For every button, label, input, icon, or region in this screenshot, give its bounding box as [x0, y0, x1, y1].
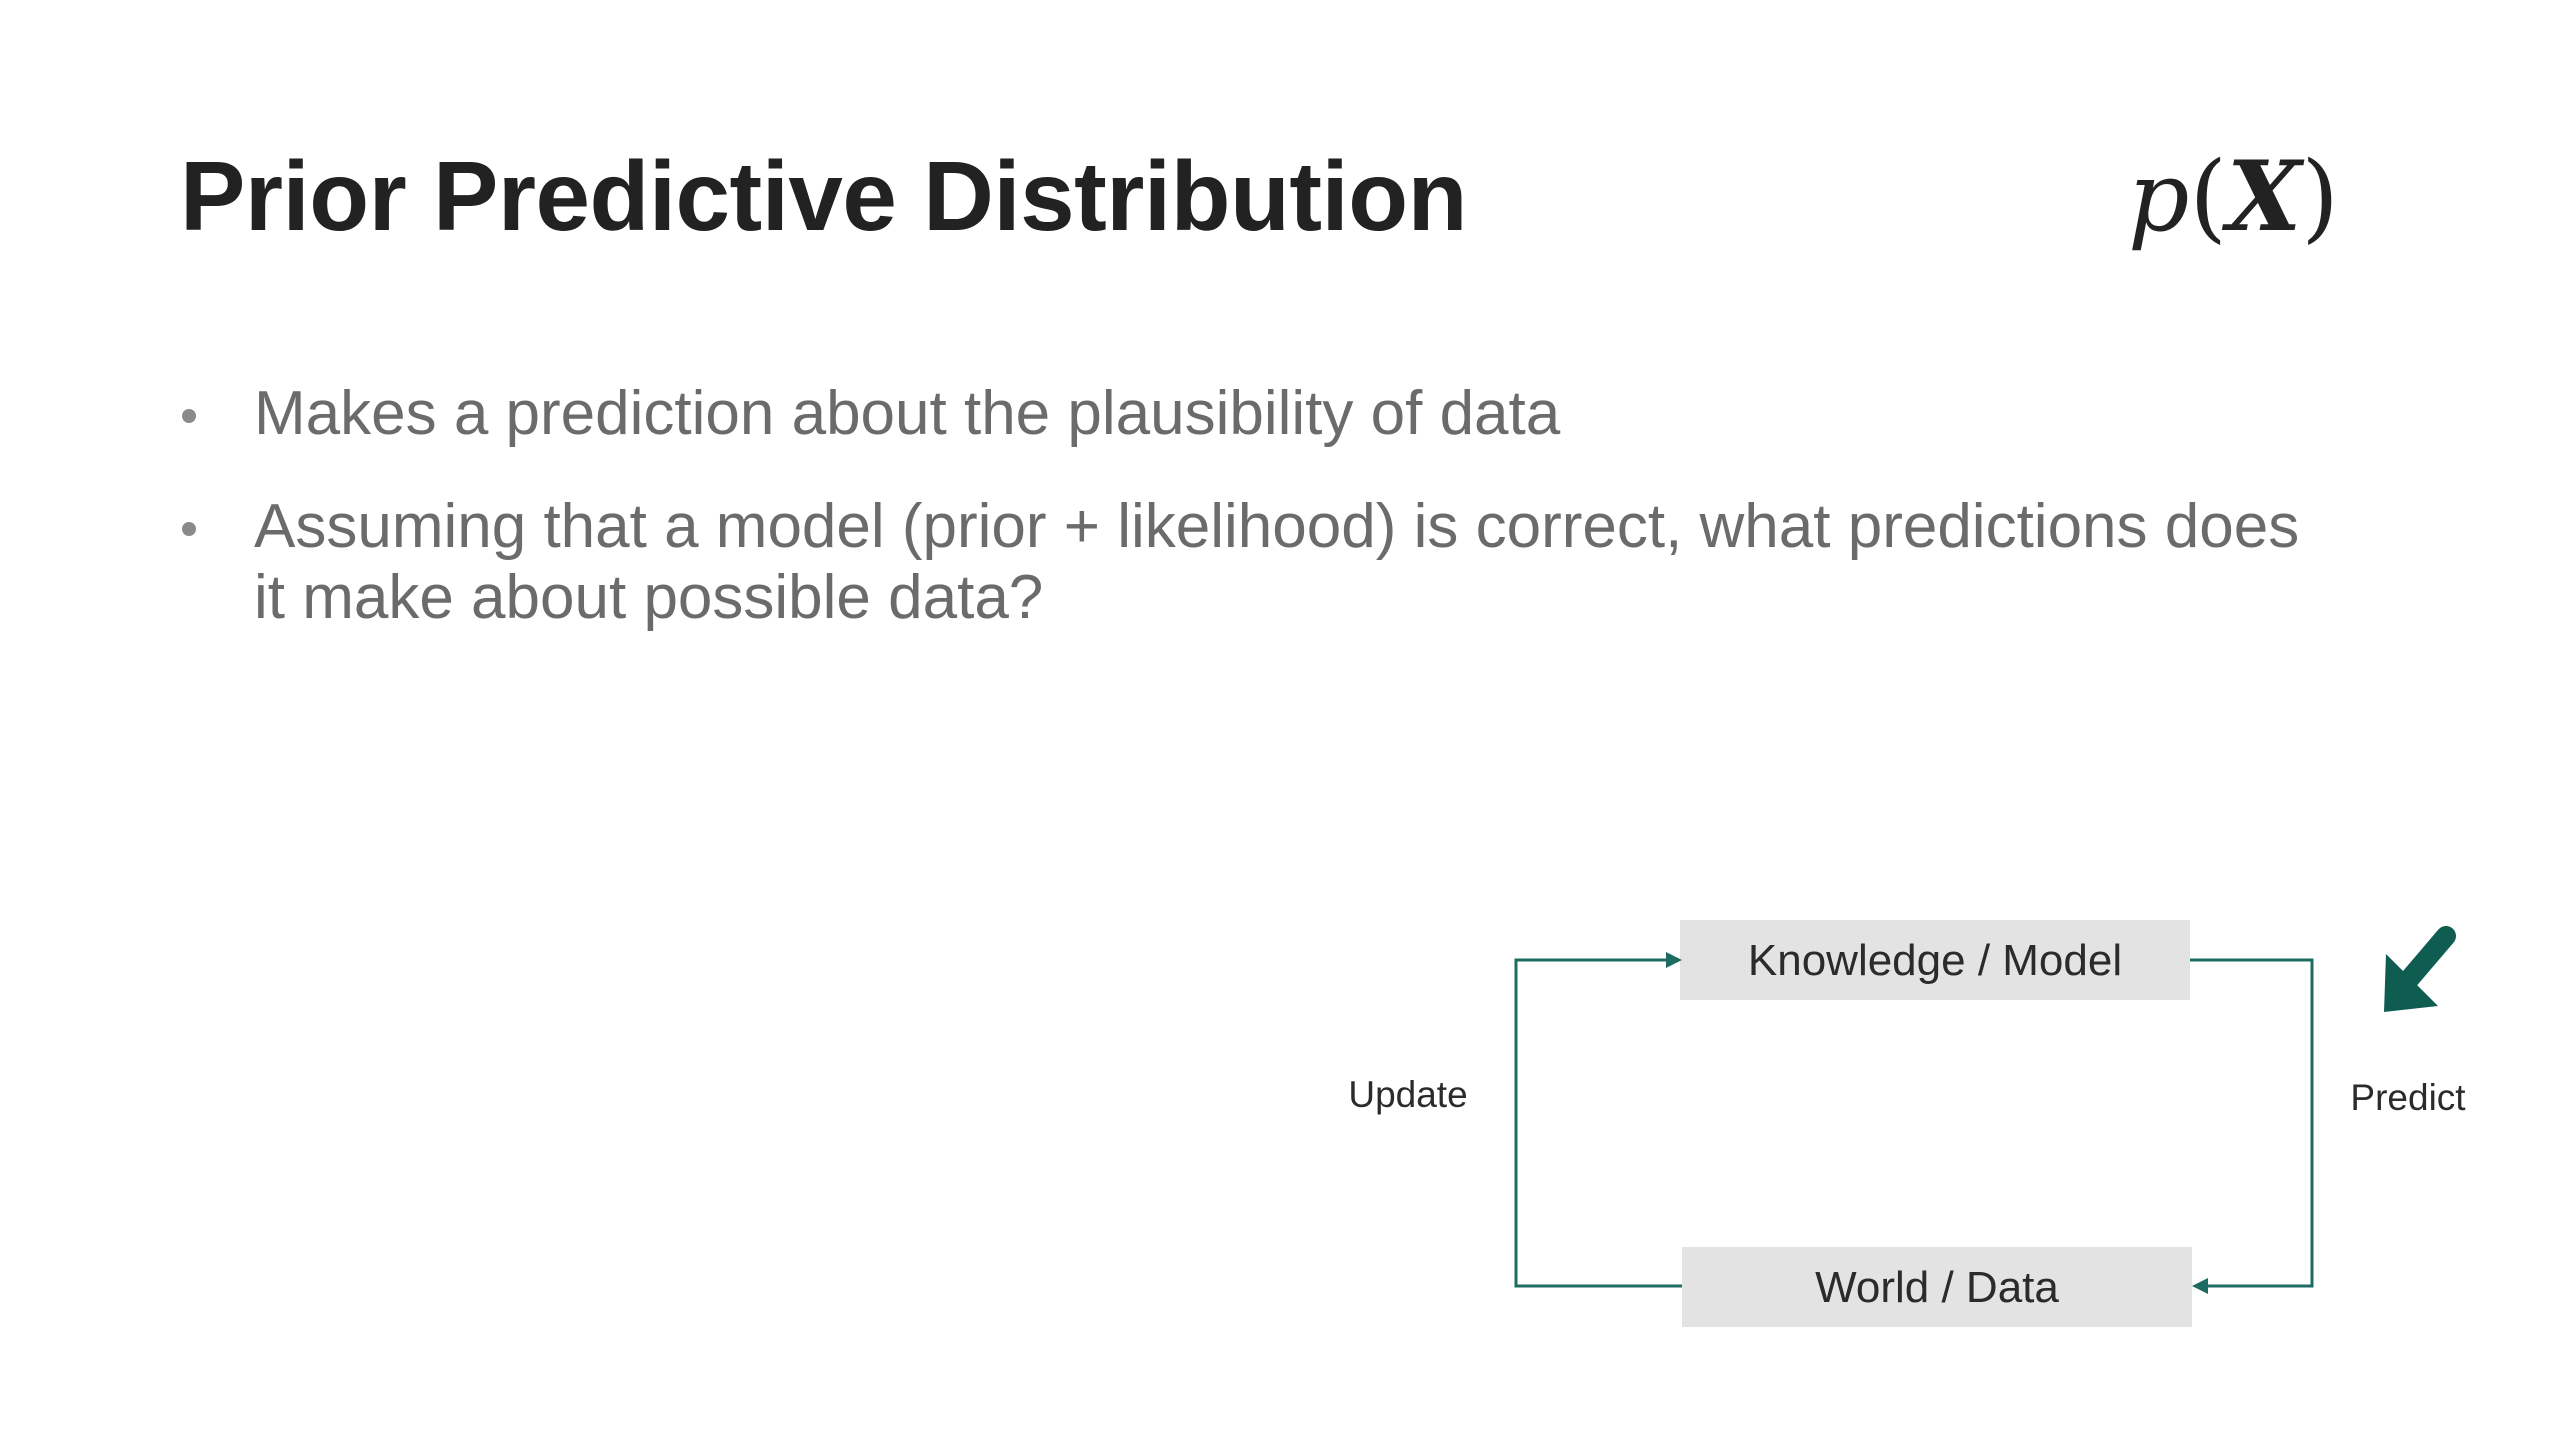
bullet-dot: [182, 522, 196, 536]
world-data-label: World / Data: [1815, 1263, 2059, 1312]
update-label: Update: [1348, 1074, 1467, 1115]
predict-arrow-head: [2192, 1278, 2208, 1294]
update-arrow-head: [1666, 952, 1682, 968]
formula-close-paren: ): [2301, 141, 2339, 253]
bullet-list: Makes a prediction about the plausibilit…: [180, 378, 2330, 675]
bullet-item: Makes a prediction about the plausibilit…: [180, 378, 2330, 449]
bullet-dot: [182, 409, 196, 423]
knowledge-model-box: [1680, 920, 2190, 1000]
knowledge-model-label: Knowledge / Model: [1748, 936, 2122, 985]
slide-title: Prior Predictive Distribution: [180, 141, 1467, 251]
bullet-item: Assuming that a model (prior + likelihoo…: [180, 491, 2330, 633]
bullet-text: Makes a prediction about the plausibilit…: [254, 379, 1561, 448]
formula-function: p: [2128, 141, 2190, 253]
formula-p-of-x: p(X): [2128, 140, 2339, 253]
bullet-text: Assuming that a model (prior + likelihoo…: [254, 492, 2300, 632]
update-arrow-line: [1514, 958, 1682, 1288]
formula-variable: X: [2226, 140, 2302, 253]
world-data-box: [1682, 1247, 2192, 1327]
highlight-arrow-icon: [2384, 926, 2456, 1012]
predict-label: Predict: [2350, 1077, 2466, 1118]
predict-arrow-line: [2190, 958, 2314, 1288]
formula-open-paren: (: [2189, 141, 2227, 253]
